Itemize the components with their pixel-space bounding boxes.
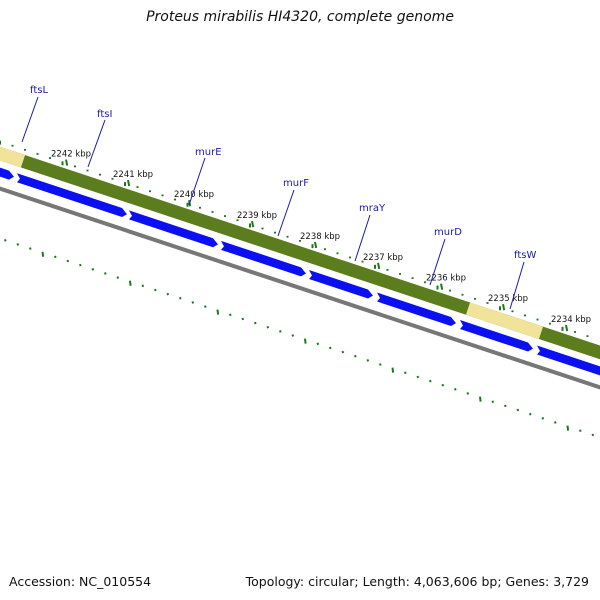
map-title: Proteus mirabilis HI4320, complete genom… (146, 9, 454, 25)
skew-mark (491, 400, 495, 404)
skew-mark (516, 408, 520, 412)
skew-mark (379, 363, 382, 366)
scale-tick-label: 2241 kbp (113, 170, 153, 180)
skew-mark (454, 388, 457, 391)
skew-mark (366, 359, 370, 362)
gene-label: ftsL (30, 85, 48, 96)
skew-mark (316, 342, 320, 346)
gene-leader-line (509, 261, 525, 310)
skew-mark (329, 346, 332, 350)
skew-mark (529, 412, 532, 416)
skew-mark (29, 247, 32, 250)
gene-feature-highlight (0, 146, 26, 168)
skew-mark (416, 375, 420, 379)
skew-track-outer (0, 140, 589, 338)
skew-mark (466, 392, 470, 395)
gene-label: mraY (359, 203, 386, 214)
skew-mark (166, 292, 170, 296)
gene-label: murE (195, 147, 222, 158)
scale-tick-label: 2237 kbp (363, 253, 403, 263)
skew-mark (4, 239, 7, 242)
cds-arrow (17, 173, 127, 218)
scale-tick (377, 262, 381, 270)
accession-label: Accession: NC_010554 (9, 574, 152, 589)
skew-mark (104, 272, 107, 275)
cds-arrow (309, 269, 373, 299)
scale-tick (314, 241, 318, 249)
gene-label: ftsW (514, 250, 536, 261)
scale-tick (440, 283, 444, 290)
scale-tick (65, 159, 69, 166)
genome-stats-label: Topology: circular; Length: 4,063,606 bp… (245, 574, 589, 589)
skew-mark (79, 263, 82, 267)
skew-mark (429, 379, 432, 383)
skew-mark (554, 421, 557, 424)
scale-tick-label: 2235 kbp (488, 294, 528, 304)
skew-mark (341, 350, 345, 354)
cds-arrow (221, 240, 306, 277)
skew-mark (54, 255, 57, 259)
skew-mark (279, 330, 282, 333)
gene-label: murD (434, 227, 462, 238)
skew-mark (266, 325, 270, 329)
cds-track (0, 167, 600, 376)
scale-tick (251, 220, 255, 228)
scale-tick (565, 324, 569, 332)
scale-tick-label: 2238 kbp (300, 232, 340, 242)
scale-tick-label: 2242 kbp (51, 150, 91, 160)
skew-mark (579, 429, 582, 433)
scale-tick-label: 2239 kbp (237, 211, 277, 221)
cds-arrow (537, 345, 600, 376)
gene-feature-highlight (465, 302, 544, 339)
gene-leader-line (21, 96, 39, 143)
skew-mark (154, 288, 157, 292)
cds-arrow (0, 167, 14, 180)
skew-mark (391, 367, 395, 373)
skew-mark (41, 251, 45, 257)
skew-mark (354, 354, 357, 358)
skew-mark (541, 417, 545, 420)
gene-leader-line (188, 157, 206, 206)
cds-arrow (129, 210, 218, 248)
skew-mark (241, 317, 245, 321)
gene-leader-line (87, 119, 106, 168)
skew-mark (591, 433, 595, 437)
skew-mark (191, 301, 195, 304)
skew-mark (566, 425, 570, 431)
scale-ticks: 2242 kbp 2241 kbp 2240 kbp 2239 kbp 2238 kbp… (51, 150, 591, 332)
scale-tick-label: 2236 kbp (426, 274, 466, 284)
scale-tick (502, 304, 506, 311)
skew-mark (404, 371, 407, 375)
skew-mark (116, 276, 120, 279)
skew-mark (179, 296, 182, 300)
skew-mark (441, 383, 445, 387)
gene-labels: ftsL ftsI murE murF mraY murD ftsW (21, 85, 536, 310)
skew-mark (204, 305, 207, 308)
skew-track-inner (4, 239, 595, 437)
cds-arrow (460, 319, 533, 352)
skew-mark (66, 259, 70, 263)
scale-tick-label: 2240 kbp (174, 190, 214, 200)
skew-mark (479, 396, 482, 402)
skew-mark (254, 321, 257, 325)
gene-leader-line (429, 238, 446, 286)
skew-mark (216, 309, 220, 315)
skew-mark (229, 313, 232, 317)
skew-mark (91, 267, 95, 271)
gene-label: ftsI (97, 109, 112, 120)
gene-label: murF (283, 178, 309, 189)
gene-leader-line (354, 214, 371, 262)
gene-leader-line (277, 189, 295, 237)
skew-mark (16, 243, 20, 246)
skew-mark (304, 338, 307, 344)
skew-mark (141, 284, 145, 288)
skew-mark (291, 334, 295, 337)
skew-mark (504, 404, 507, 408)
cds-arrow (377, 292, 456, 327)
scale-tick-label: 2234 kbp (551, 315, 591, 325)
skew-mark (129, 280, 132, 286)
backbone-ring (0, 186, 600, 390)
scale-tick (127, 179, 131, 187)
